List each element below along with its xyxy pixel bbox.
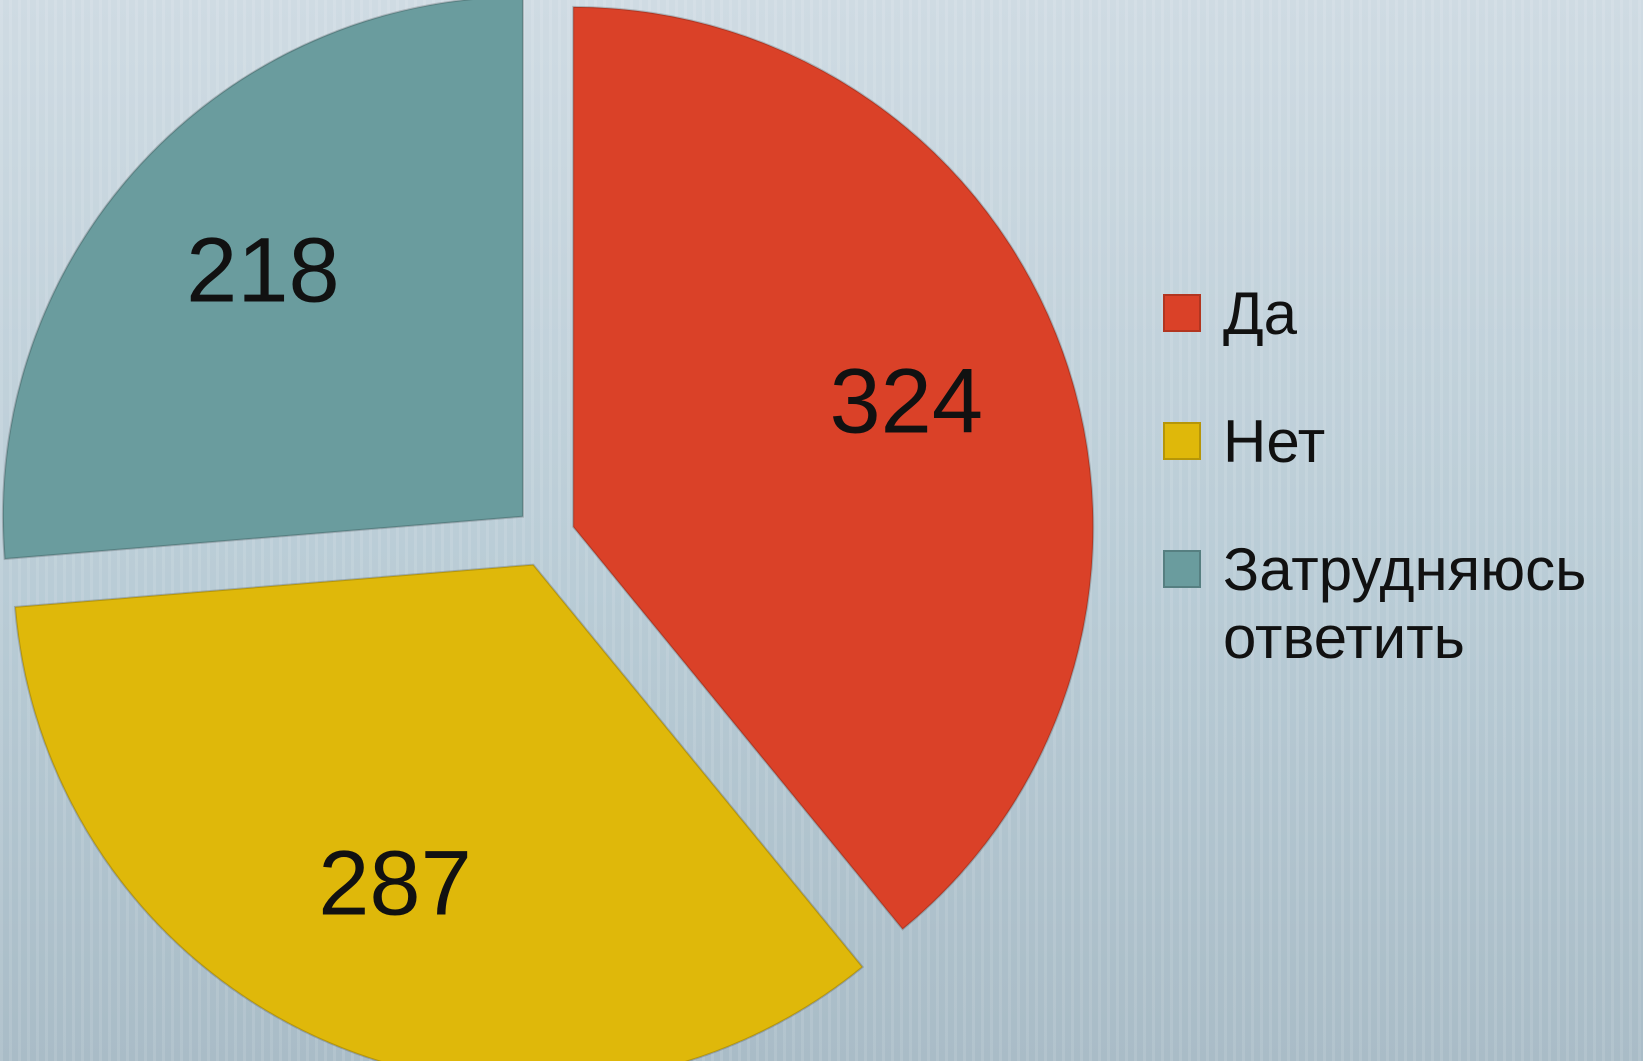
pie-slice — [572, 5, 1095, 931]
legend-label: Затрудняюсь ответить — [1223, 536, 1587, 671]
legend-label: Да — [1223, 280, 1298, 347]
legend-item: Затрудняюсь ответить — [1163, 536, 1633, 672]
data-label: 287 — [318, 832, 472, 934]
legend-item: Нет — [1163, 408, 1633, 476]
pie-slice — [13, 563, 865, 1061]
data-label: 324 — [830, 350, 984, 452]
legend: Да Нет Затрудняюсь ответить — [1163, 280, 1633, 732]
pie-slice — [1, 0, 524, 561]
legend-item: Да — [1163, 280, 1633, 348]
legend-swatch — [1163, 550, 1201, 588]
legend-swatch — [1163, 294, 1201, 332]
data-label: 218 — [186, 219, 340, 321]
legend-label: Нет — [1223, 408, 1326, 475]
legend-swatch — [1163, 422, 1201, 460]
